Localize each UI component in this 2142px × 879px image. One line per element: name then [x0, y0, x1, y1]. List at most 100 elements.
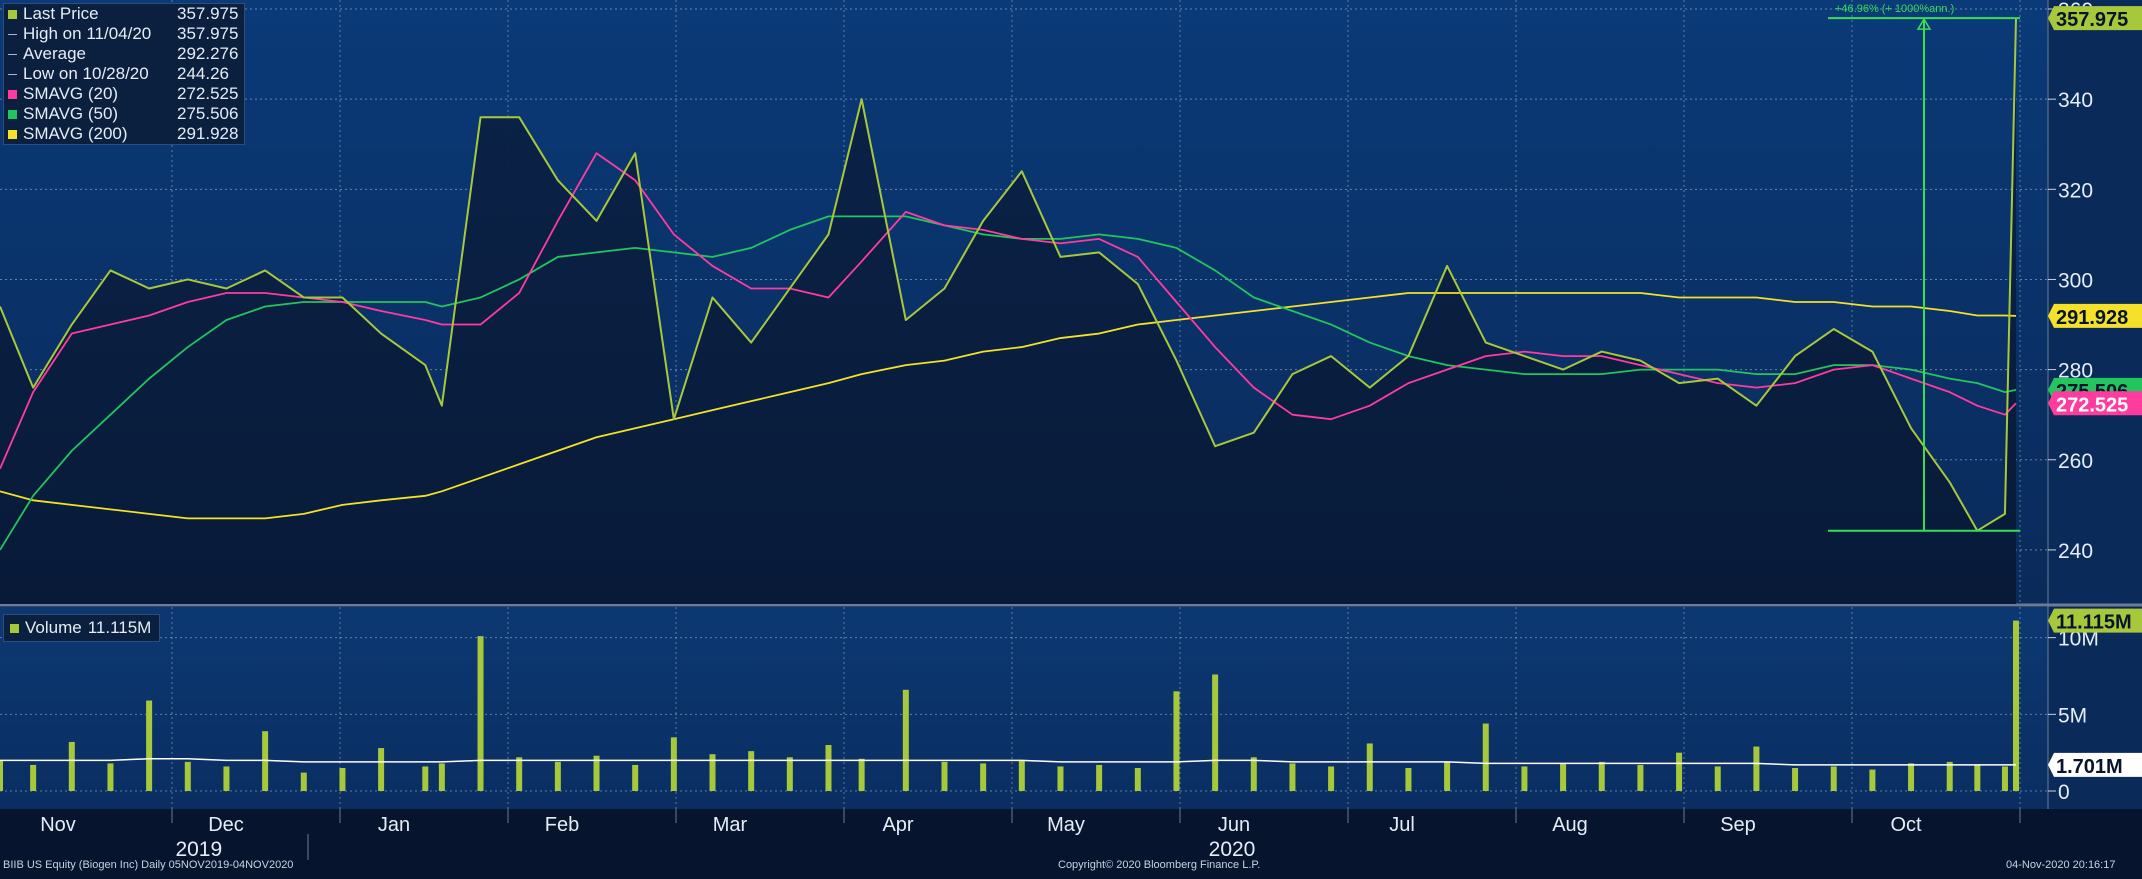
volume-bar	[632, 764, 639, 791]
volume-average-line	[0, 758, 2017, 766]
legend-label: SMAVG (200)	[23, 124, 128, 143]
value-tag-smavg20-text: 272.525	[2056, 394, 2128, 416]
volume-bar	[748, 751, 755, 791]
volume-bar	[1908, 763, 1915, 791]
month-tick-label: Sep	[1720, 814, 1756, 836]
volume-bar	[2013, 620, 2019, 791]
volume-tick-label: 0	[2058, 781, 2070, 804]
price-tick-label: 240	[2058, 540, 2093, 563]
volume-bar	[1134, 768, 1141, 791]
volume-bar	[1096, 764, 1103, 791]
volume-bar	[593, 755, 600, 791]
volume-bar	[1946, 761, 1953, 791]
volume-bar	[858, 758, 865, 791]
legend-item-smavg50[interactable]: SMAVG (50) 275.506	[4, 104, 244, 124]
swatch-smavg50	[8, 109, 17, 119]
volume-bar	[1482, 723, 1489, 791]
volume-bar	[1057, 766, 1064, 791]
volume-bar	[1637, 764, 1644, 791]
volume-bar	[262, 731, 269, 791]
swatch-price	[8, 9, 17, 19]
legend-item-high[interactable]: High on 11/04/20 357.975	[4, 24, 244, 44]
legend-item-low[interactable]: Low on 10/28/20 244.26	[4, 64, 244, 84]
legend-value: 357.975	[177, 4, 239, 23]
legend-value: 244.26	[177, 64, 229, 83]
volume-bar	[1869, 769, 1876, 791]
legend-item-volume[interactable]: Volume 11.115M	[4, 615, 159, 641]
month-tick-label: Jul	[1389, 814, 1415, 836]
month-tick-label: Aug	[1552, 814, 1588, 836]
legend-value: 272.525	[177, 84, 239, 103]
volume-bar	[1753, 746, 1760, 791]
value-tag-smavg200-text: 291.928	[2056, 307, 2128, 329]
volume-bar	[1598, 761, 1605, 791]
volume-bar	[378, 748, 385, 791]
legend-label: Volume	[25, 618, 82, 637]
volume-bar	[30, 764, 37, 791]
footer-left: BIIB US Equity (Biogen Inc) Daily 05NOV2…	[3, 859, 294, 871]
volume-bar	[1714, 766, 1721, 791]
volume-bar	[1521, 766, 1528, 791]
bottom-axis-bg	[0, 809, 2142, 879]
volume-bar	[339, 768, 346, 791]
price-legend: Last Price 357.975 High on 11/04/20 357.…	[3, 3, 246, 145]
month-tick-label: Jun	[1218, 814, 1250, 836]
volume-bar	[223, 766, 230, 791]
footer-right: 04-Nov-2020 20:16:17	[2006, 859, 2116, 871]
value-tag-volume: 11.115M	[2048, 608, 2142, 634]
volume-bar	[1792, 768, 1799, 791]
legend-value: 291.928	[177, 124, 239, 143]
volume-bar	[1212, 674, 1219, 791]
legend-label: SMAVG (20)	[23, 84, 119, 103]
month-tick-label: May	[1047, 814, 1085, 836]
legend-label: SMAVG (50)	[23, 104, 119, 123]
value-tag-smavg20: 272.525	[2048, 391, 2142, 416]
value-tag-volume-tag	[2048, 608, 2142, 633]
volume-bar	[1560, 763, 1567, 791]
volume-bar	[477, 636, 484, 791]
value-tag-volume-text: 11.115M	[2056, 612, 2132, 634]
price-tick-label: 260	[2058, 450, 2093, 473]
value-tag-volume-avg: 1.701M	[2048, 752, 2142, 778]
volume-bar	[1289, 763, 1296, 791]
volume-bar	[300, 772, 307, 791]
footer-center: Copyright© 2020 Bloomberg Finance L.P.	[1058, 859, 1261, 871]
month-tick-label: Apr	[882, 814, 913, 836]
volume-bar	[146, 700, 153, 791]
month-tick-label: Nov	[40, 814, 76, 836]
volume-bar	[107, 763, 114, 791]
volume-bar	[825, 745, 832, 791]
annotation-arrow-icon	[1916, 17, 1932, 30]
volume-bar	[1974, 764, 1981, 791]
volume-bar	[1676, 752, 1683, 791]
value-tag-volume-avg-text: 1.701M	[2056, 756, 2123, 778]
legend-item-average[interactable]: Average 292.276	[4, 44, 244, 64]
legend-item-last-price[interactable]: Last Price 357.975	[4, 4, 244, 24]
last-price-line	[0, 18, 2017, 532]
volume-bar	[1444, 761, 1451, 791]
volume-bar	[1328, 766, 1335, 791]
volume-bar	[709, 754, 716, 791]
value-tag-smavg20-tag	[2048, 391, 2142, 416]
volume-bar	[670, 737, 677, 791]
volume-bar	[0, 760, 3, 791]
swatch-smavg200	[8, 129, 17, 139]
volume-bar	[980, 763, 987, 791]
swatch-volume	[10, 623, 19, 633]
legend-item-smavg200[interactable]: SMAVG (200) 291.928	[4, 124, 244, 144]
value-tag-smavg200: 291.928	[2048, 303, 2142, 329]
month-tick-label: Feb	[545, 814, 579, 836]
volume-bar	[516, 757, 523, 791]
legend-label: High on 11/04/20	[23, 24, 152, 43]
volume-bar	[68, 741, 75, 791]
legend-item-smavg20[interactable]: SMAVG (20) 272.525	[4, 84, 244, 104]
month-tick-label: Dec	[208, 814, 244, 836]
volume-tick-label: 10M	[2058, 628, 2099, 651]
price-tick-label: 300	[2058, 269, 2093, 292]
year-label: 2019	[175, 838, 222, 861]
volume-bar	[1366, 743, 1373, 791]
volume-bar	[1250, 757, 1257, 791]
average-marker-icon	[8, 53, 17, 55]
volume-bar	[1018, 760, 1025, 791]
